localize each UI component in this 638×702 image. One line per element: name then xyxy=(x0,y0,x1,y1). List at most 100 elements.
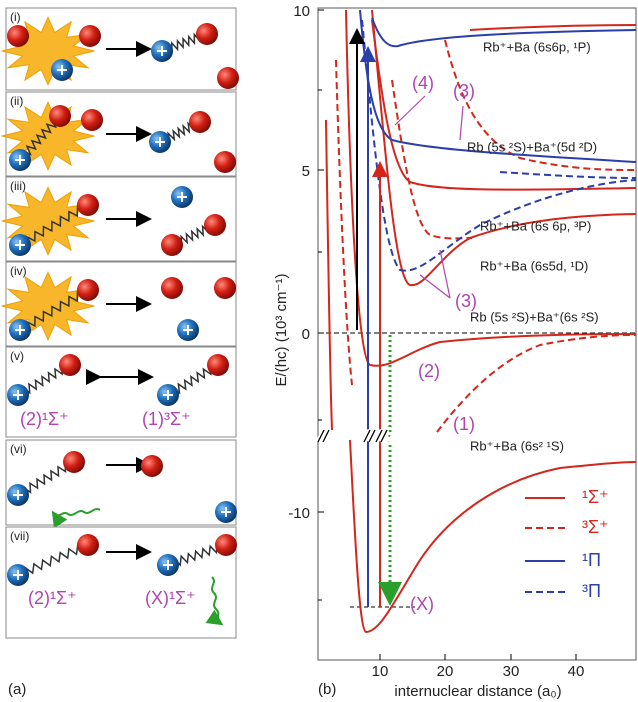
asymptote-label: Rb⁺+Ba (6s 6p, ³P) xyxy=(480,218,591,233)
rb-atom xyxy=(196,23,218,45)
photon xyxy=(51,508,101,529)
pointer xyxy=(439,249,451,299)
legend-label: ¹Σ⁺ xyxy=(582,487,609,507)
y-tick-label: 5 xyxy=(302,163,310,180)
charge xyxy=(157,46,167,56)
explosion xyxy=(1,101,95,171)
panel-b xyxy=(315,7,637,661)
legend-label: ³Π xyxy=(582,581,601,601)
curve-label: (2) xyxy=(418,361,440,381)
rb-atom xyxy=(215,534,237,556)
rb-atom xyxy=(77,194,99,216)
x-tick-label: 30 xyxy=(503,663,520,680)
pointer xyxy=(394,95,426,126)
panel-a: (i) (ii) (iii) (iv) (v) (2)¹Σ⁺ (1)³Σ⁺ (vi) (vii)… xyxy=(1,7,239,639)
asymptote-label: Rb⁺+Ba (6s6p, ¹P) xyxy=(483,39,591,54)
rb-atom xyxy=(214,151,236,173)
rb-atom xyxy=(207,354,229,376)
rb-atom xyxy=(77,279,99,301)
panel-label: (vii) xyxy=(10,529,29,543)
x-tick-label: 40 xyxy=(568,663,585,680)
curve-pi xyxy=(371,17,637,48)
state-label: (2)¹Σ⁺ xyxy=(20,409,69,429)
curve-label: (X) xyxy=(410,594,434,614)
charge xyxy=(13,570,23,580)
y-tick-label: 0 xyxy=(302,326,310,343)
charge xyxy=(163,560,173,570)
curve-label: (1) xyxy=(453,414,475,434)
rb-atom xyxy=(49,105,71,127)
state-label: (2)¹Σ⁺ xyxy=(28,588,77,608)
rb-atom xyxy=(189,111,211,133)
panel-b-label: (b) xyxy=(318,681,336,698)
curve-3pi xyxy=(361,19,637,272)
photon xyxy=(205,576,224,626)
bond xyxy=(19,289,89,332)
explosion xyxy=(1,16,95,86)
panel-a-label: (a) xyxy=(8,681,26,698)
y-axis-label: E/(hc) (10³ cm⁻¹) xyxy=(273,274,290,387)
curve-3p xyxy=(391,79,473,240)
charge xyxy=(15,155,25,165)
charge xyxy=(13,490,23,500)
panel-label: (ii) xyxy=(10,94,23,108)
curve-label: (3) xyxy=(455,291,477,311)
curve-1 xyxy=(436,334,637,433)
rb-atom xyxy=(63,451,85,473)
curve-2 xyxy=(345,9,637,367)
charge xyxy=(155,137,165,147)
rb-atom xyxy=(204,214,226,236)
asymptote-label: Rb⁺+Ba (6s² ¹S) xyxy=(470,438,564,453)
charge xyxy=(15,240,25,250)
rb-atom xyxy=(79,25,101,47)
asymptote-label: Rb (5s ²S)+Ba⁺(6s ²S) xyxy=(470,309,599,324)
pointer xyxy=(419,274,451,299)
x-axis-label: internuclear distance (a₀) xyxy=(394,683,561,700)
rb-atom xyxy=(59,354,81,376)
panel-label: (iii) xyxy=(10,179,26,193)
x-tick-label: 20 xyxy=(437,663,454,680)
charge xyxy=(177,192,187,202)
curve-1p xyxy=(469,24,637,31)
y-tick-label: 10 xyxy=(293,3,310,20)
panel-label: (i) xyxy=(10,10,21,24)
legend-label: ³Σ⁺ xyxy=(582,517,609,537)
curve-3pi xyxy=(499,171,637,179)
asymptote-label: Rb⁺+Ba (6s5d, ¹D) xyxy=(480,258,588,273)
scheme-panel xyxy=(5,439,237,526)
panel-label: (vi) xyxy=(10,442,27,456)
curve xyxy=(325,119,333,431)
axis-break xyxy=(317,429,388,443)
charge xyxy=(15,325,25,335)
charge xyxy=(57,65,67,75)
curve-x xyxy=(349,439,637,634)
legend-label: ¹Π xyxy=(582,550,601,570)
curve-4 xyxy=(371,19,637,191)
curve-label: (4) xyxy=(412,73,434,93)
charge xyxy=(163,390,173,400)
curve-label: (3) xyxy=(453,81,475,101)
scheme-panel xyxy=(5,526,237,639)
rb-atom xyxy=(141,455,163,477)
state-label: (X)¹Σ⁺ xyxy=(145,588,196,608)
curve-3 xyxy=(444,39,637,171)
state-label: (1)³Σ⁺ xyxy=(142,409,191,429)
bond xyxy=(19,204,89,247)
curve-triplet xyxy=(335,59,353,386)
y-tick-label: -10 xyxy=(288,505,310,522)
charge xyxy=(221,507,231,517)
x-tick-label: 10 xyxy=(372,663,389,680)
rb-atom xyxy=(161,277,183,299)
panel-label: (iv) xyxy=(10,264,27,278)
charge xyxy=(13,390,23,400)
rb-atom xyxy=(81,109,103,131)
bond xyxy=(17,543,89,578)
rb-atom xyxy=(7,25,29,47)
rb-atom xyxy=(217,67,239,89)
tick-mark xyxy=(318,9,577,660)
scheme-panel xyxy=(5,346,237,438)
panel-label: (v) xyxy=(10,349,24,363)
pointer xyxy=(459,105,464,141)
rb-atom xyxy=(161,234,183,256)
